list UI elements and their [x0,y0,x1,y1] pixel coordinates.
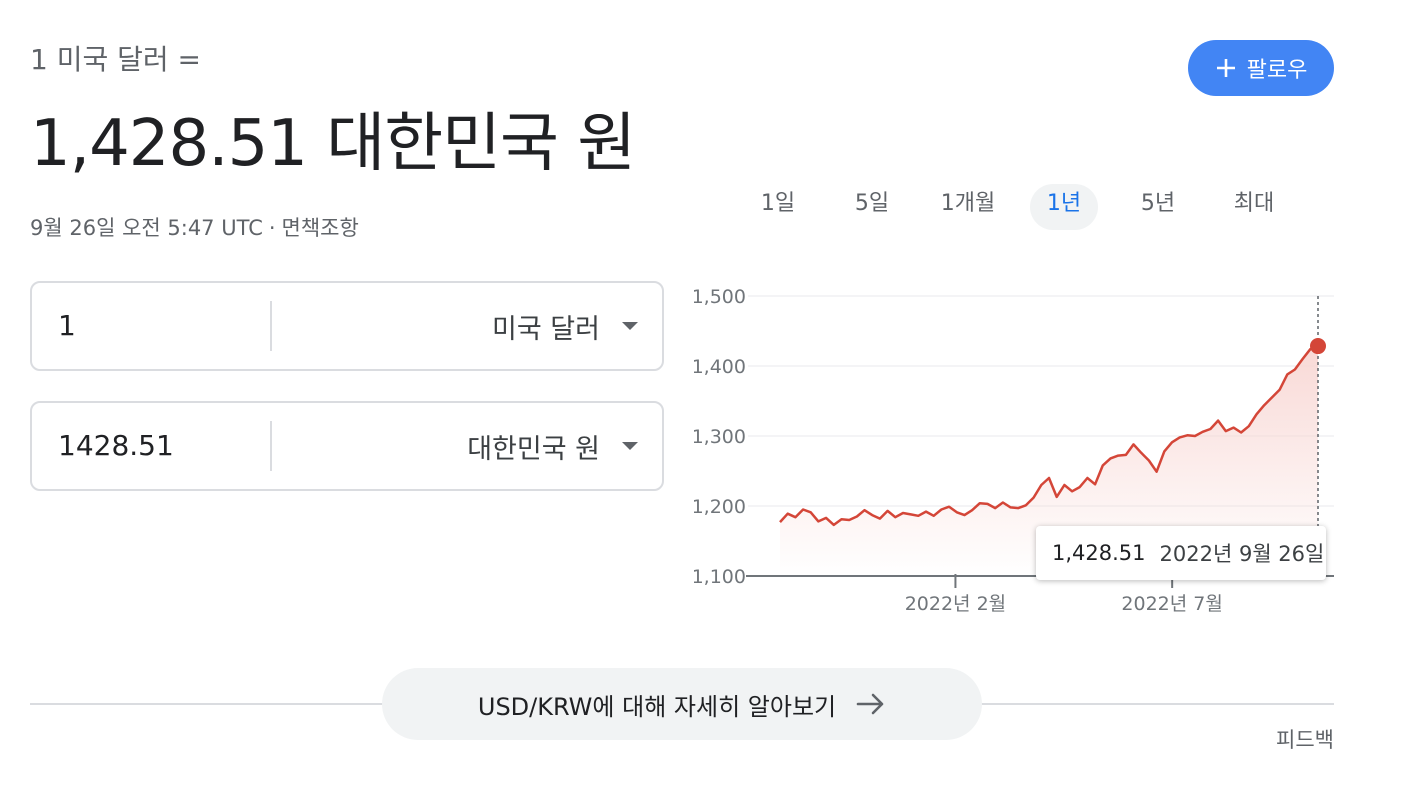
learn-more-label: USD/KRW에 대해 자세히 알아보기 [477,692,837,721]
timestamp-line: 9월 26일 오전 5:47 UTC · 면책조항 [30,212,359,242]
y-tick-label: 1,300 [694,426,746,448]
from-currency-select[interactable]: 미국 달러 [282,283,662,369]
dropdown-arrow-icon [622,322,638,330]
series-line [779,344,1319,527]
range-tab-5d[interactable]: 5일 [854,191,890,216]
follow-button[interactable]: 팔로우 [1188,40,1334,96]
from-currency-label: 미국 달러 [492,313,600,345]
range-tab-max[interactable]: 최대 [1233,191,1275,216]
dropdown-arrow-icon [622,442,638,450]
y-tick-label: 1,500 [694,286,746,308]
disclaimer-link[interactable]: 면책조항 [281,216,359,240]
feedback-link[interactable]: 피드백 [1276,728,1334,752]
learn-more-button[interactable]: USD/KRW에 대해 자세히 알아보기 [382,668,982,740]
from-amount-input[interactable] [58,283,268,369]
area-fill [780,346,1318,576]
divider [270,301,272,351]
divider [270,421,272,471]
y-tick-label: 1,200 [694,496,746,518]
range-tab-5y[interactable]: 5년 [1140,191,1176,216]
conversion-header-label: 1 미국 달러 = [30,43,202,76]
to-currency-select[interactable]: 대한민국 원 [282,403,662,489]
y-tick-label: 1,400 [694,356,746,378]
tooltip-date: 2022년 9월 26일 [1159,542,1325,566]
x-tick-label: 2022년 7월 [1121,593,1222,615]
last-point-marker [1310,338,1326,355]
from-currency-box: 미국 달러 [30,281,664,371]
to-amount-input[interactable] [58,403,268,489]
conversion-result: 1,428.51 대한민국 원 [30,107,636,181]
tooltip-value: 1,428.51 [1052,541,1146,565]
timestamp-text: 9월 26일 오전 5:47 UTC [30,216,263,240]
range-tab-1y[interactable]: 1년 [1030,184,1098,230]
chart-tooltip: 1,428.51 2022년 9월 26일 [1036,526,1326,580]
arrow-right-icon [856,693,884,715]
range-tab-1d[interactable]: 1일 [760,191,796,216]
y-tick-label: 1,100 [694,566,746,588]
follow-button-label: 팔로우 [1246,58,1308,83]
plus-icon [1216,59,1235,77]
to-currency-box: 대한민국 원 [30,401,664,491]
to-currency-label: 대한민국 원 [467,433,600,465]
range-tab-1m[interactable]: 1개월 [940,191,996,216]
separator: · [268,216,276,240]
x-tick-label: 2022년 2월 [905,593,1006,615]
